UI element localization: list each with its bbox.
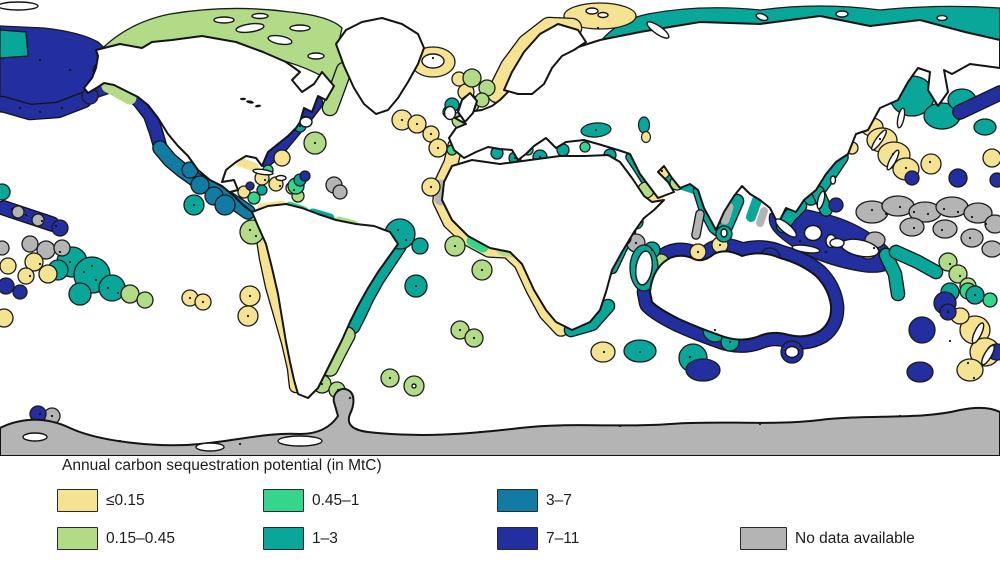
north-america xyxy=(83,35,335,213)
world-map-figure xyxy=(0,1,1000,456)
south-america xyxy=(251,203,399,399)
legend-item-3-7: 3–7 xyxy=(497,489,572,512)
legend-label-3-7: 3–7 xyxy=(546,492,572,509)
australia xyxy=(649,250,833,341)
legend-item-no-data: No data available xyxy=(740,527,915,550)
britain xyxy=(457,92,478,123)
legend-label-7-11: 7–11 xyxy=(546,530,580,547)
legend-swatch-0-15-0-45 xyxy=(57,527,98,550)
island-stipple-dots xyxy=(10,26,988,446)
legend-label-le-0-15: ≤0.15 xyxy=(106,492,145,509)
legend-label-0-45-1: 0.45–1 xyxy=(312,492,360,509)
scandinavia xyxy=(503,23,587,95)
legend-swatch-0-45-1 xyxy=(263,489,304,512)
legend-item-1-3: 1–3 xyxy=(263,527,338,550)
continents xyxy=(83,15,1000,399)
legend-swatch-1-3 xyxy=(263,527,304,550)
greenland xyxy=(335,17,425,115)
antarctica xyxy=(0,388,1000,456)
legend-swatch-le-0-15 xyxy=(57,489,98,512)
world-map xyxy=(0,1,1000,456)
legend-item-7-11: 7–11 xyxy=(497,527,579,550)
legend-title: Annual carbon sequestration potential (i… xyxy=(62,457,382,474)
legend-item-0-15-0-45: 0.15–0.45 xyxy=(57,527,175,550)
legend-label-1-3: 1–3 xyxy=(312,530,338,547)
legend-swatch-3-7 xyxy=(497,489,538,512)
legend-swatch-7-11 xyxy=(497,527,538,550)
small-islands xyxy=(0,1,995,389)
legend-item-le-0-15: ≤0.15 xyxy=(57,489,145,512)
legend-label-no-data: No data available xyxy=(795,530,915,547)
legend-label-0-15-0-45: 0.15–0.45 xyxy=(106,530,175,547)
legend-item-0-45-1: 0.45–1 xyxy=(263,489,359,512)
eurasia xyxy=(448,15,1000,231)
africa xyxy=(441,154,665,331)
legend-swatch-no-data xyxy=(740,527,787,550)
